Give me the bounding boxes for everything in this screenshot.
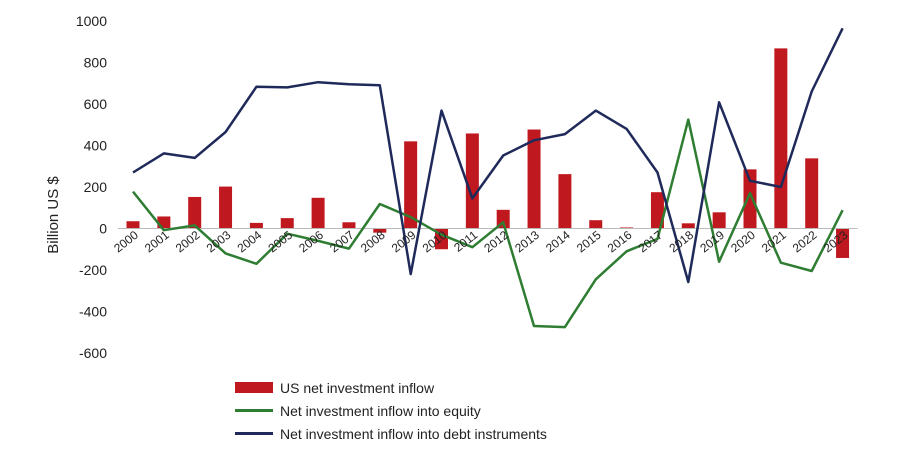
x-tick-label: 2011: [451, 228, 480, 255]
legend: US net investment inflow Net investment …: [235, 376, 547, 445]
y-tick-label: 0: [99, 221, 107, 237]
bar-2006: [311, 197, 325, 229]
bar-2020: [743, 169, 757, 229]
y-axis-label: Billion US $: [45, 176, 62, 254]
bar-2015: [589, 220, 603, 229]
x-tick-label: 2022: [790, 228, 820, 256]
x-tick-label: 2021: [759, 228, 789, 256]
y-tick-label: -200: [79, 262, 107, 278]
bar-2005: [280, 218, 294, 229]
y-tick-label: 600: [84, 96, 108, 112]
bar-2021: [774, 48, 788, 229]
y-tick-label: 400: [84, 138, 108, 154]
lines: [132, 27, 844, 329]
x-tick-label: 2006: [296, 228, 326, 256]
y-tick-label: 1000: [76, 13, 107, 29]
x-tick-label: 2000: [111, 228, 141, 256]
legend-item-debt: Net investment inflow into debt instrume…: [235, 422, 547, 445]
x-tick-label: 2005: [265, 228, 295, 256]
bar-2019: [712, 212, 726, 229]
bar-2011: [465, 133, 479, 229]
y-ticks: 1000 800 600 400 200 0 -200 -400 -600: [76, 13, 107, 361]
x-tick-label: 2017: [636, 228, 666, 256]
legend-label-equity: Net investment inflow into equity: [280, 402, 481, 419]
y-tick-label: -400: [79, 304, 107, 320]
bar-2017: [650, 192, 664, 229]
x-tick-label: 2002: [173, 228, 203, 256]
x-tick-label: 2015: [574, 228, 604, 256]
x-tick-label: 2018: [666, 228, 696, 256]
legend-item-bar: US net investment inflow: [235, 376, 547, 399]
legend-label-debt: Net investment inflow into debt instrume…: [280, 425, 547, 442]
bar-2008: [373, 228, 387, 233]
bar-2023: [836, 228, 850, 258]
bar-2009: [404, 141, 418, 229]
x-tick-label: 2004: [235, 228, 265, 256]
legend-label-bar: US net investment inflow: [280, 379, 435, 396]
x-tick-label: 2014: [543, 228, 573, 256]
bar-2013: [527, 129, 541, 229]
y-tick-label: 800: [84, 55, 108, 71]
bar-2016: [620, 227, 634, 229]
bars: [126, 48, 850, 258]
bar-2000: [126, 221, 140, 229]
bar-2007: [342, 222, 356, 229]
legend-swatch-bar: [235, 382, 273, 393]
bar-2014: [558, 174, 572, 229]
x-tick-label: 2001: [142, 228, 172, 256]
legend-swatch-debt: [235, 432, 273, 435]
legend-item-equity: Net investment inflow into equity: [235, 399, 547, 422]
x-tick-label: 2003: [204, 228, 234, 256]
bar-2003: [219, 186, 233, 229]
bar-2018: [681, 223, 695, 229]
bar-2022: [805, 158, 819, 229]
x-tick-label: 2007: [327, 228, 357, 256]
bar-2002: [188, 196, 202, 229]
series-line-2: [132, 27, 844, 284]
bar-2001: [157, 216, 171, 229]
legend-swatch-equity: [235, 409, 273, 412]
y-tick-label: 200: [84, 179, 108, 195]
y-tick-label: -600: [79, 345, 107, 361]
series-line-1: [132, 118, 844, 329]
x-tick-label: 2013: [512, 228, 542, 256]
bar-2004: [249, 222, 263, 229]
